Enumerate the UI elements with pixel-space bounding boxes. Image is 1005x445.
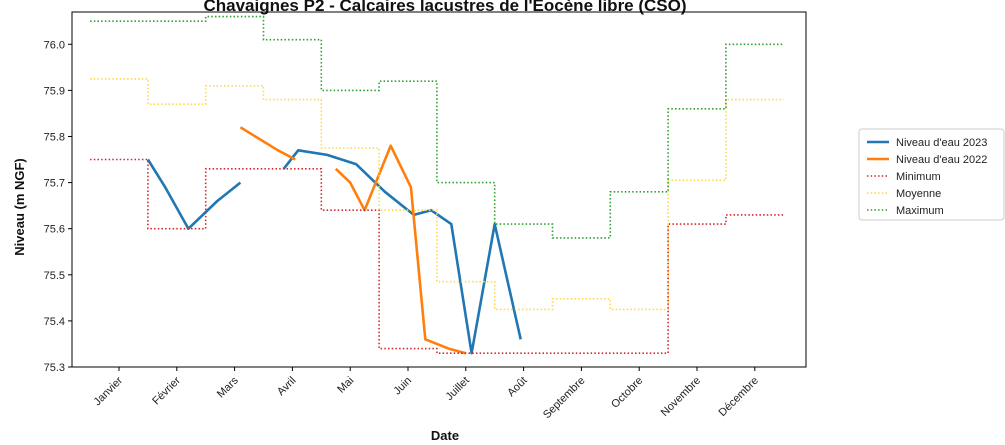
legend: Niveau d'eau 2023 Niveau d'eau 2022 Minimu… — [858, 128, 1005, 221]
x-tick-label: Mars — [215, 374, 241, 400]
y-tick-label: 75.4 — [44, 316, 65, 328]
x-axis-label: Date — [431, 428, 459, 443]
legend-label: Maximum — [896, 205, 944, 217]
series-line-niveau-d-eau-2023 — [146, 158, 242, 230]
y-tick-label: 75.6 — [44, 224, 65, 236]
chart-title: Chavaignes P2 - Calcaires lacustres de l… — [203, 0, 686, 15]
y-axis: 75.3 75.4 75.5 75.6 75.7 75.8 75.9 76.0 — [44, 39, 72, 374]
y-tick-label: 75.7 — [44, 178, 65, 190]
y-tick-label: 75.5 — [44, 270, 65, 282]
y-tick-label: 75.3 — [44, 362, 65, 374]
legend-label: Niveau d'eau 2023 — [896, 137, 987, 149]
x-tick-label: Avril — [275, 375, 298, 398]
x-tick-label: Février — [150, 374, 183, 407]
x-tick-label: Septembre — [541, 375, 588, 422]
plot-area-frame — [71, 11, 807, 368]
series-line-niveau-d-eau-2022 — [334, 144, 467, 355]
x-tick-label: Août — [505, 375, 529, 399]
legend-label: Niveau d'eau 2022 — [896, 154, 987, 166]
series-line-niveau-d-eau-2022 — [239, 126, 296, 161]
series-layer — [90, 15, 784, 355]
x-axis: Janvier Février Mars Avril Mai Juin Juillet Aoû… — [92, 367, 761, 421]
series-line-maximum — [90, 15, 784, 239]
x-tick-label: Juillet — [444, 375, 472, 403]
y-axis-label: Niveau (m NGF) — [12, 158, 27, 256]
series-line-niveau-d-eau-2023 — [282, 149, 522, 355]
x-tick-label: Mai — [335, 375, 356, 396]
legend-label: Moyenne — [896, 188, 941, 200]
x-tick-label: Décembre — [717, 375, 761, 419]
x-tick-label: Juin — [391, 375, 414, 398]
x-tick-label: Octobre — [609, 375, 645, 411]
series-line-moyenne — [90, 78, 784, 311]
x-tick-label: Novembre — [659, 375, 703, 419]
y-tick-label: 76.0 — [44, 39, 65, 51]
y-tick-label: 75.8 — [44, 131, 65, 143]
legend-label: Minimum — [896, 171, 941, 183]
series-line-minimum — [90, 158, 784, 354]
x-tick-label: Janvier — [92, 374, 126, 408]
legend-box — [858, 128, 1005, 221]
y-tick-label: 75.9 — [44, 85, 65, 97]
